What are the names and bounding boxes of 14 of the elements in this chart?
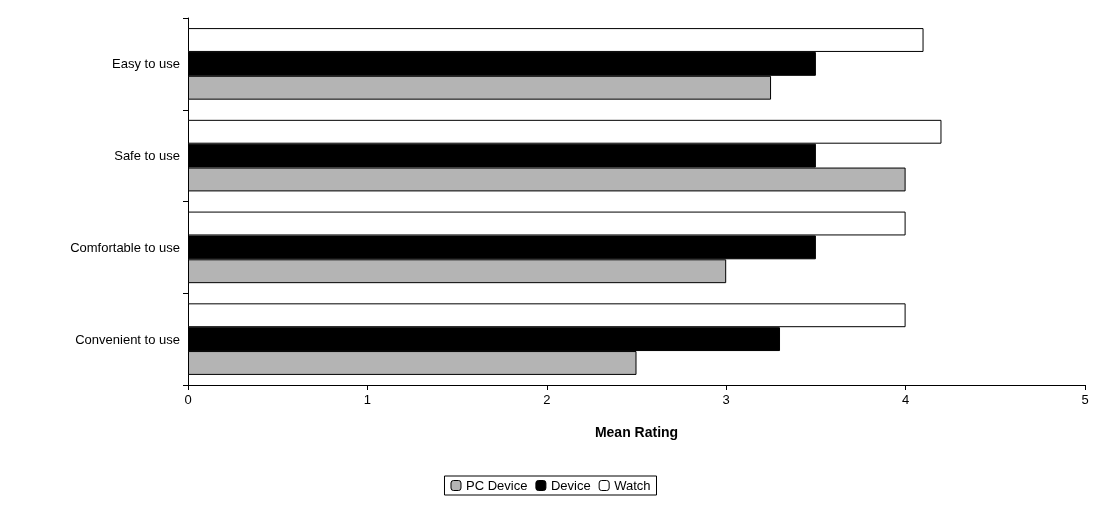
x-tick-label: 4 bbox=[901, 392, 910, 407]
y-tick-label: Easy to use bbox=[112, 56, 180, 72]
y-tick-label: Comfortable to use bbox=[70, 239, 180, 255]
legend-label: Device bbox=[550, 478, 591, 493]
y-tick-label: Safe to use bbox=[114, 148, 180, 164]
y-tick-label: Convenient to use bbox=[75, 331, 180, 347]
x-tick-label: 5 bbox=[1081, 392, 1089, 407]
x-tick-label: 1 bbox=[363, 392, 372, 407]
x-tick-label: 2 bbox=[543, 392, 551, 407]
legend-label: Watch bbox=[614, 478, 651, 493]
x-axis-title: Mean Rating bbox=[594, 424, 679, 440]
x-tick-label: 3 bbox=[722, 392, 730, 407]
x-tick-label: 0 bbox=[184, 392, 192, 407]
legend-label: PC Device bbox=[466, 478, 528, 493]
